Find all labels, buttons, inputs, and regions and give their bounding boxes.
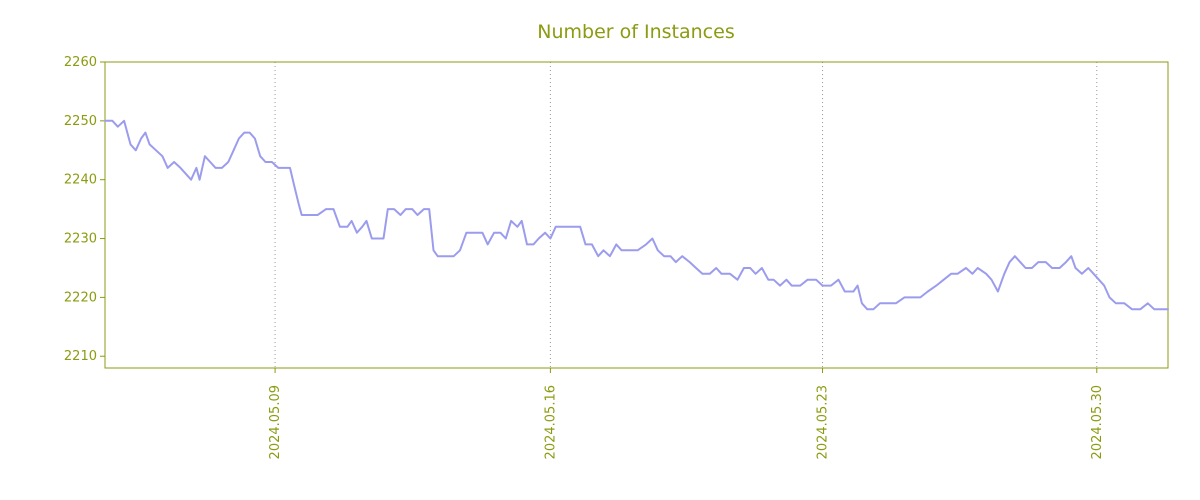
x-tick-label: 2024.05.09	[268, 385, 283, 459]
y-tick-label: 2220	[64, 290, 97, 305]
y-tick-label: 2250	[64, 114, 97, 129]
x-tick-label: 2024.05.23	[816, 385, 831, 459]
plot-border	[104, 61, 1169, 369]
y-tick-label: 2260	[64, 55, 97, 70]
y-tick-label: 2210	[64, 349, 97, 364]
instances-line	[104, 119, 1169, 311]
x-tick-label: 2024.05.16	[543, 385, 558, 459]
x-tick-label: 2024.05.30	[1090, 385, 1105, 459]
y-tick-label: 2230	[64, 232, 97, 247]
plot-area: 2024.05.09 2024.05.16 2024.05.23 2024.05.30…	[64, 55, 1169, 459]
y-tick-label: 2240	[64, 173, 97, 188]
chart-title: Number of Instances	[537, 21, 734, 43]
